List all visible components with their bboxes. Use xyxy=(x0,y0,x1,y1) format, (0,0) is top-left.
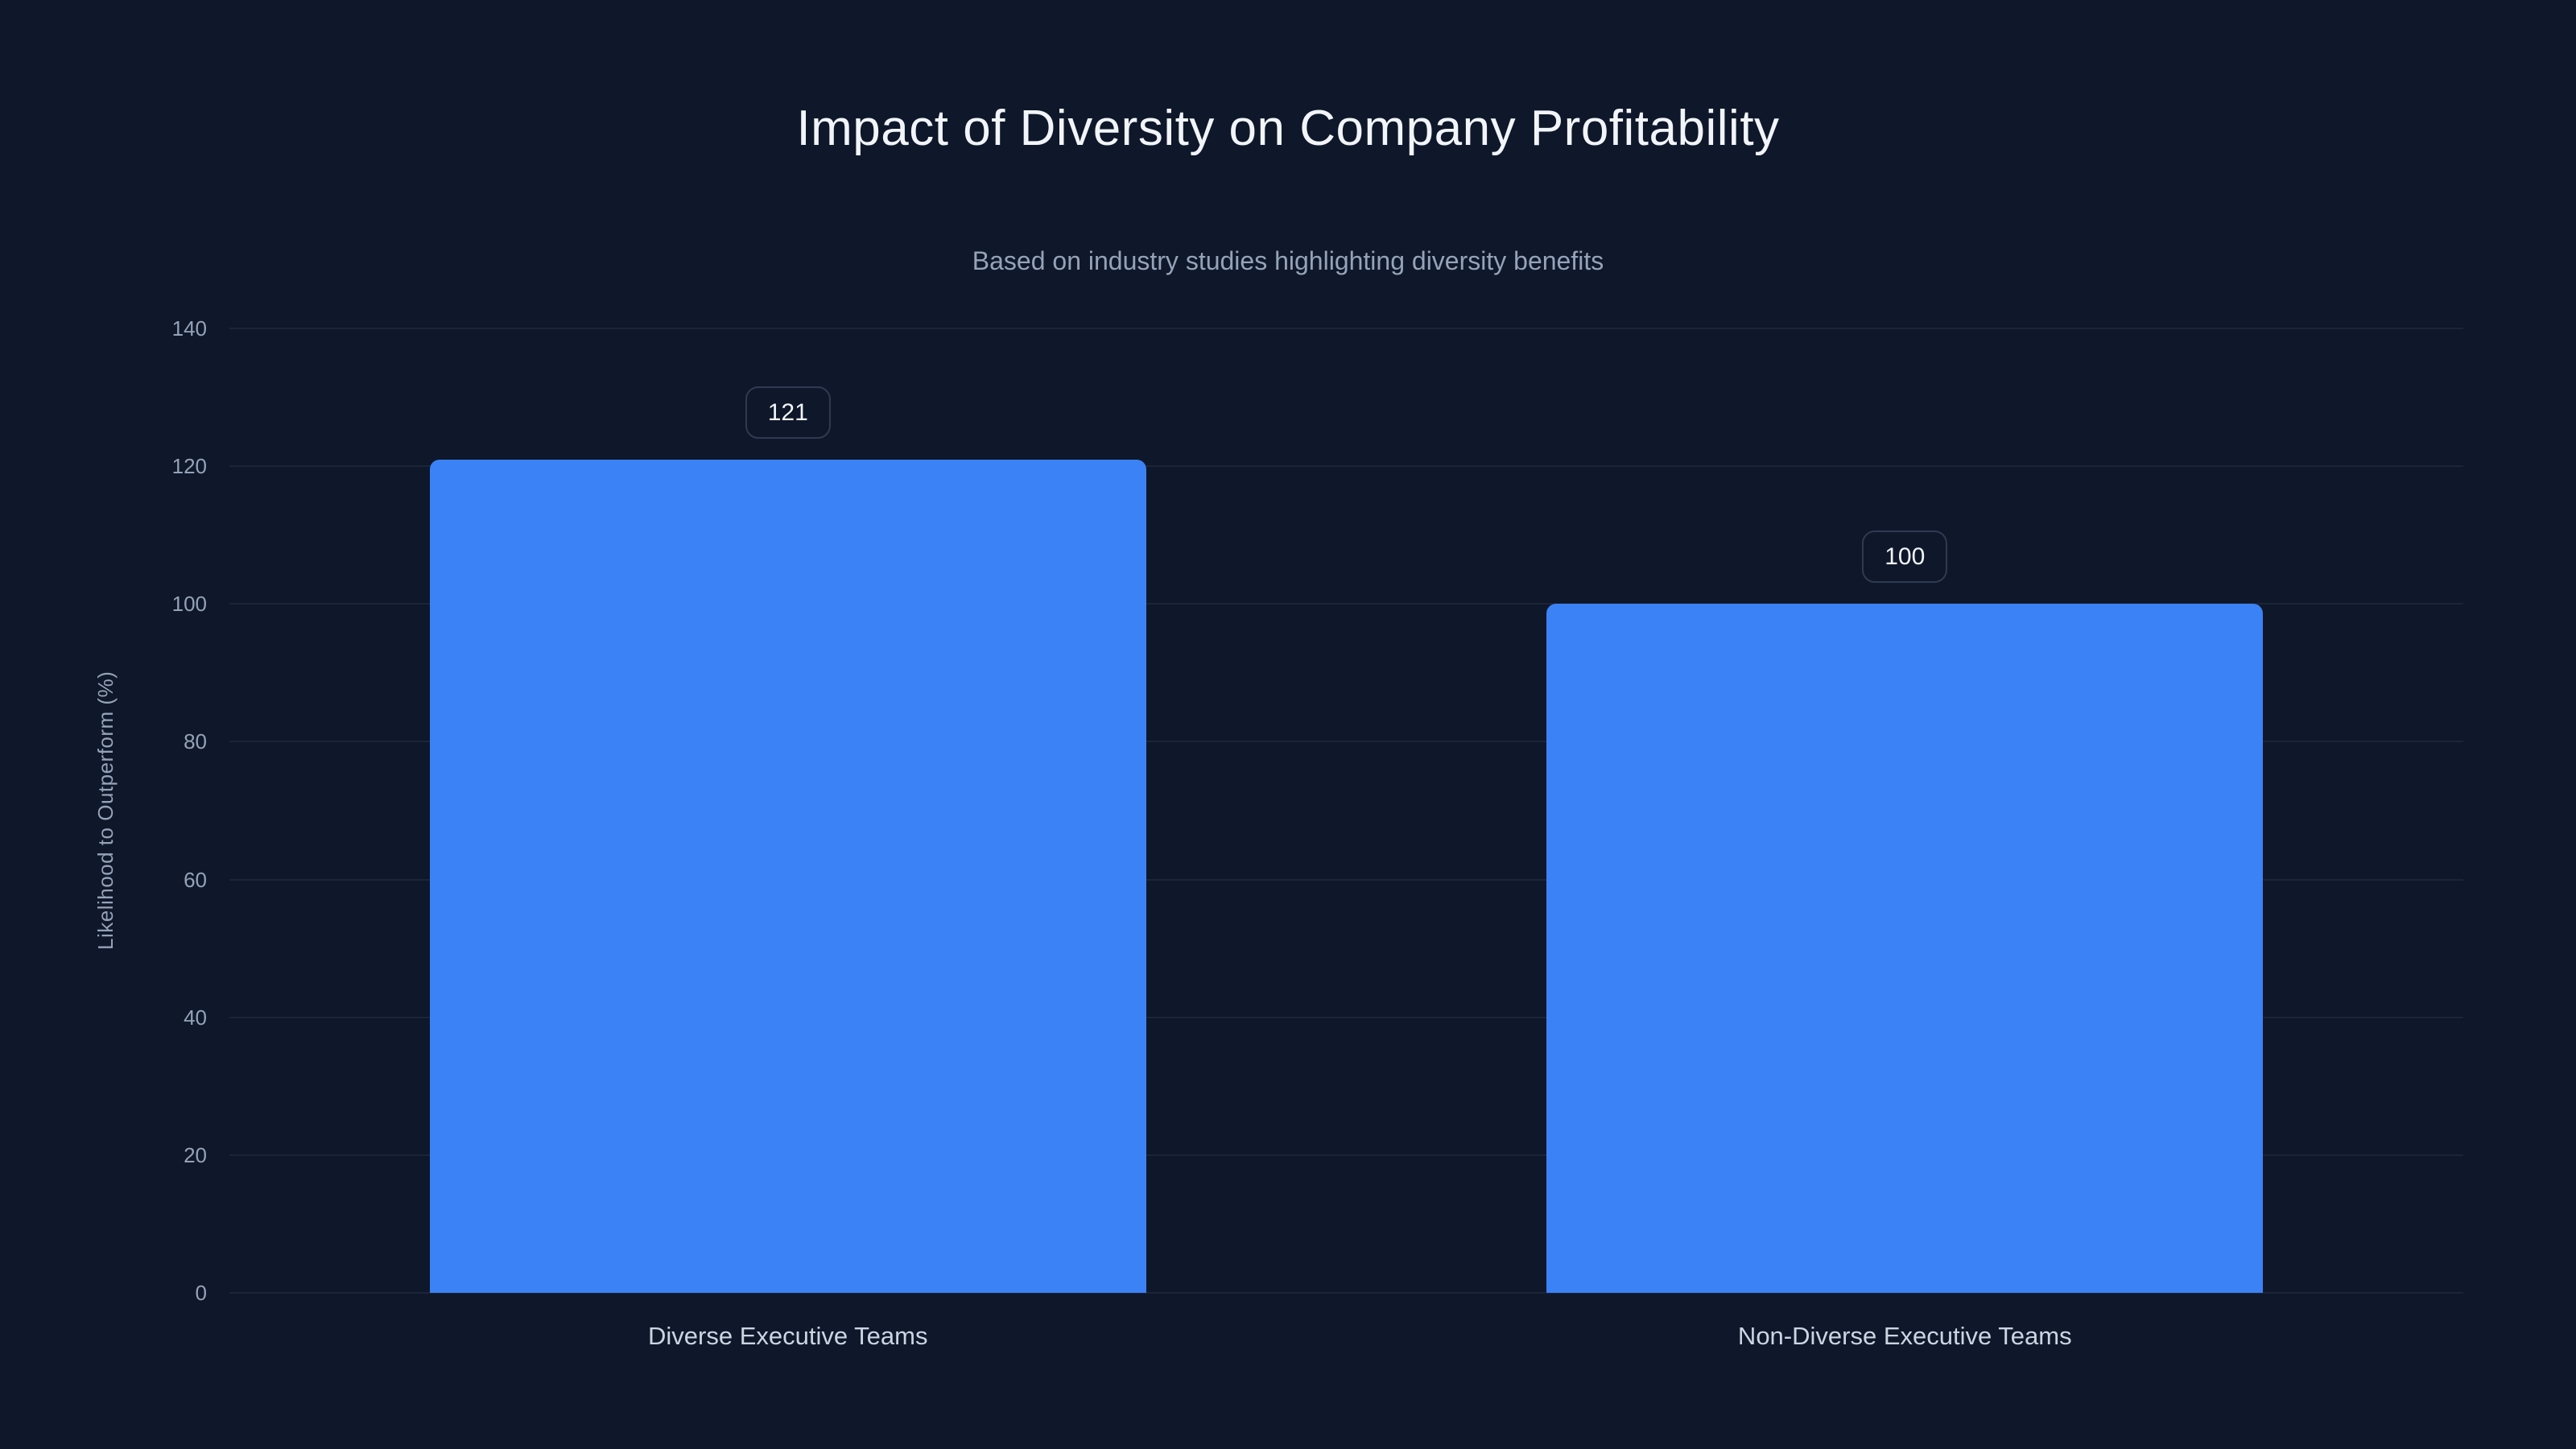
gridline xyxy=(229,878,2463,881)
x-axis-category-label: Diverse Executive Teams xyxy=(648,1322,928,1350)
gridline xyxy=(229,603,2463,605)
gridline xyxy=(229,328,2463,329)
y-axis-label: Likelihood to Outperform (%) xyxy=(93,671,118,951)
value-label-badge: 100 xyxy=(1862,530,1948,584)
x-axis-category-label: Non-Diverse Executive Teams xyxy=(1737,1322,2072,1350)
value-label-badge: 121 xyxy=(745,386,831,439)
bar[interactable] xyxy=(429,459,1146,1293)
gridline xyxy=(229,465,2463,468)
gridline xyxy=(229,1016,2463,1018)
chart-title: Impact of Diversity on Company Profitabi… xyxy=(796,101,1780,156)
gridline xyxy=(229,741,2463,743)
plot-area: 0 20 40 60 80 100 120 140 121 Diverse Executive T… xyxy=(172,318,2463,1350)
gridline xyxy=(229,1292,2463,1294)
gridline xyxy=(229,1154,2463,1156)
bar[interactable] xyxy=(1546,604,2264,1293)
chart-subtitle: Based on industry studies highlighting d… xyxy=(972,246,1604,275)
